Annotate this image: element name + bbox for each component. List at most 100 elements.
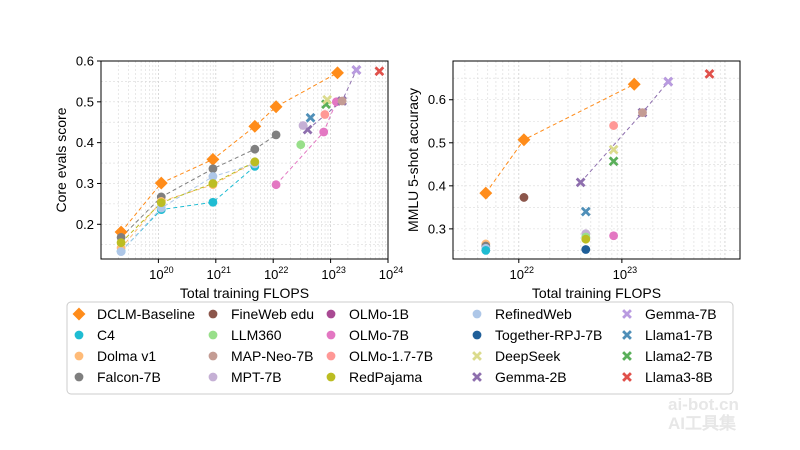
watermark-line1: ai-bot.cn: [668, 395, 739, 414]
y-tick-label: 0.4: [428, 178, 446, 193]
legend-marker-redpajama: [326, 372, 336, 382]
y-tick-label: 0.4: [76, 135, 94, 150]
point-deepseek: [322, 94, 333, 105]
y-tick-label: 0.6: [428, 92, 446, 107]
point-dclm-baseline: [154, 176, 168, 190]
legend-label-fineweb-edu: FineWeb edu: [231, 306, 314, 322]
legend-label-gemma-7b: Gemma-7B: [645, 306, 717, 322]
point-olmo-1-7-7b: [609, 121, 619, 130]
point-olmo-1-7-7b: [320, 110, 330, 119]
line-dolma-v1: [120, 161, 256, 249]
legend-marker-gemma-7b: [622, 309, 632, 319]
legend-marker-c4: [74, 330, 84, 340]
legend-label-llama2-7b: Llama2-7B: [645, 348, 713, 364]
legend-label-redpajama: RedPajama: [349, 369, 422, 385]
point-gemma-7b: [351, 65, 362, 75]
point-dclm-baseline: [331, 66, 344, 80]
legend-label-together-rpj-7b: Together-RPJ-7B: [495, 327, 602, 343]
legend-label-dolma-v1: Dolma v1: [97, 348, 156, 364]
core-evals-panel: 0.2 0.3 0.4 0.5 0.6 1020 1021 1022 1023 1024 Total…: [53, 54, 403, 302]
point-falcon-7b: [271, 130, 281, 140]
legend-label-olmo-1-7-7b: OLMo-1.7-7B: [349, 348, 433, 364]
legend-label-olmo-7b: OLMo-7B: [349, 327, 409, 343]
point-llm360: [296, 140, 306, 150]
legend-label-llama1-7b: Llama1-7B: [645, 327, 713, 343]
legend-label-refinedweb: RefinedWeb: [495, 306, 572, 322]
point-redpajama: [208, 179, 218, 188]
grid: [101, 60, 388, 259]
legend-marker-fineweb-edu: [208, 309, 218, 319]
y-tick-label: 0.3: [76, 176, 94, 191]
y-tick-label: 0.2: [76, 217, 94, 232]
point-c4: [208, 197, 218, 207]
legend: DCLM-Baseline C4 Dolma v1 Falcon-7B FineWeb …: [66, 301, 734, 395]
y-tick-label: 0.6: [76, 54, 94, 69]
legend-label-falcon-7b: Falcon-7B: [97, 369, 161, 385]
line-refinedweb: [120, 163, 255, 252]
legend-marker-deepseek: [472, 351, 482, 361]
x-tick-label: 1023: [321, 265, 345, 282]
point-redpajama: [581, 234, 591, 244]
mmlu-panel: 0.3 0.4 0.5 0.6 1022 1023 Total training FLOPS…: [405, 60, 741, 301]
point-llama3-8b: [374, 66, 385, 77]
point-map-neo-7b: [337, 96, 347, 106]
watermark-line2: AI工具集: [668, 413, 737, 433]
point-dclm-baseline: [269, 100, 283, 114]
y-tick-label: 0.5: [76, 94, 94, 109]
x-tick-label: 1022: [264, 265, 288, 282]
legend-marker-olmo-1-7-7b: [326, 351, 336, 361]
legend-marker-map-neo-7b: [208, 351, 218, 361]
point-together-rpj-7b: [581, 245, 591, 254]
point-dclm-baseline: [479, 186, 493, 200]
legend-label-c4: C4: [97, 327, 115, 343]
legend-label-llama3-8b: Llama3-8B: [645, 369, 713, 385]
x-axis-label: Total training FLOPS: [532, 285, 661, 301]
x-tick-label: 1020: [149, 265, 173, 282]
point-llama1-7b: [305, 112, 316, 123]
y-tick-label: 0.3: [428, 221, 446, 236]
point-deepseek: [608, 144, 619, 155]
plot-frame: [452, 60, 741, 260]
point-mpt-7b: [298, 121, 308, 130]
point-redpajama: [250, 157, 260, 167]
legend-marker-gemma-2b: [472, 372, 482, 382]
legend-marker-dolma-v1: [74, 351, 84, 361]
point-dclm-baseline: [248, 119, 262, 133]
point-redpajama: [156, 198, 166, 208]
legend-marker-olmo-1b: [326, 309, 336, 319]
legend-marker-dclm-baseline: [72, 307, 86, 321]
legend-label-llm360: LLM360: [231, 327, 282, 343]
x-tick-label: 1021: [207, 265, 231, 282]
x-tick-label: 1024: [379, 265, 403, 282]
line-dclm-baseline: [120, 72, 338, 233]
legend-label-deepseek: DeepSeek: [495, 348, 561, 364]
point-falcon-7b: [208, 164, 218, 174]
point-llama1-7b: [580, 206, 591, 217]
point-fineweb-edu: [519, 193, 529, 202]
line-redpajama: [120, 161, 256, 244]
legend-label-olmo-1b: OLMo-1B: [349, 306, 409, 322]
point-gemma-2b: [575, 177, 586, 188]
y-axis-label: MMLU 5-shot accuracy: [405, 88, 421, 232]
x-tick-label: 1023: [613, 265, 637, 282]
x-tick-label: 1022: [510, 265, 534, 282]
watermark: ai-bot.cn AI工具集: [668, 395, 739, 433]
y-tick-label: 0.5: [428, 135, 446, 150]
line-gemma-2b: [580, 81, 669, 183]
y-axis-label: Core evals score: [53, 107, 69, 212]
legend-marker-llama2-7b: [622, 351, 632, 361]
legend-marker-mpt-7b: [208, 372, 218, 382]
point-olmo-7b: [271, 180, 281, 190]
legend-marker-llm360: [208, 330, 218, 340]
point-dclm-baseline: [206, 152, 220, 166]
point-llama3-8b: [704, 69, 715, 79]
point-map-neo-7b: [638, 108, 647, 118]
legend-marker-falcon-7b: [74, 372, 84, 382]
legend-label-gemma-2b: Gemma-2B: [495, 369, 567, 385]
point-llama2-7b: [608, 156, 619, 167]
point-dclm-baseline: [517, 133, 531, 147]
point-c4: [481, 245, 491, 255]
legend-label-dclm-baseline: DCLM-Baseline: [97, 306, 195, 322]
point-refinedweb: [208, 172, 218, 181]
